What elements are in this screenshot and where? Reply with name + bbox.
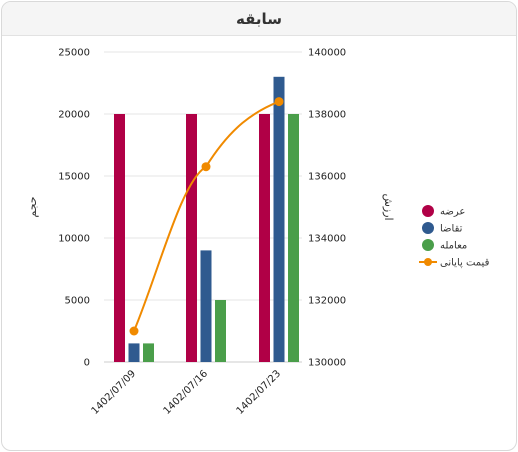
bar <box>273 76 285 363</box>
legend-swatch <box>422 239 434 251</box>
bar <box>200 250 212 362</box>
left-tick-label: 15000 <box>58 172 90 183</box>
right-axis-title: ارزش <box>382 193 395 220</box>
legend-swatch <box>422 205 434 217</box>
right-tick-label: 138000 <box>308 110 346 121</box>
right-tick-label: 132000 <box>308 296 346 307</box>
bar <box>128 343 140 362</box>
left-tick-label: 5000 <box>65 296 90 307</box>
line-point <box>274 97 284 107</box>
legend: عرضه تقاضا معامله قیمت پایانی <box>419 205 490 269</box>
left-tick-label: 25000 <box>58 48 90 59</box>
bar <box>288 114 299 362</box>
left-axis-ticks: 0 5000 10000 15000 20000 25000 <box>58 48 90 369</box>
left-tick-label: 10000 <box>58 234 90 245</box>
line-series <box>129 97 284 336</box>
legend-swatch <box>422 222 434 234</box>
line-point <box>129 326 139 336</box>
left-tick-label: 20000 <box>58 110 90 121</box>
right-tick-label: 140000 <box>308 48 346 59</box>
left-axis-title: حجم <box>26 196 39 217</box>
right-axis-ticks: 130000 132000 134000 136000 138000 140000 <box>308 48 346 369</box>
x-tick-label: 1402/07/16 <box>162 368 211 417</box>
left-tick-label: 0 <box>84 358 90 369</box>
legend-label: تقاضا <box>440 224 463 235</box>
bar <box>114 114 125 362</box>
right-tick-label: 134000 <box>308 234 346 245</box>
line-point <box>201 162 211 172</box>
bar-series <box>114 76 299 363</box>
bar <box>143 343 154 362</box>
right-tick-label: 130000 <box>308 358 346 369</box>
legend-label: معامله <box>440 241 467 252</box>
bar <box>259 114 270 362</box>
page-title: سابقه <box>236 9 282 28</box>
legend-label: عرضه <box>440 207 465 218</box>
bar <box>215 300 226 362</box>
card-header: سابقه <box>2 2 516 36</box>
x-axis-ticks: 1402/07/09 1402/07/16 1402/07/23 <box>90 368 284 417</box>
legend-dot <box>424 258 432 266</box>
x-tick-label: 1402/07/23 <box>235 368 284 417</box>
x-tick-label: 1402/07/09 <box>90 368 139 417</box>
bar <box>186 114 197 362</box>
legend-label: قیمت پایانی <box>440 258 490 269</box>
right-tick-label: 136000 <box>308 172 346 183</box>
